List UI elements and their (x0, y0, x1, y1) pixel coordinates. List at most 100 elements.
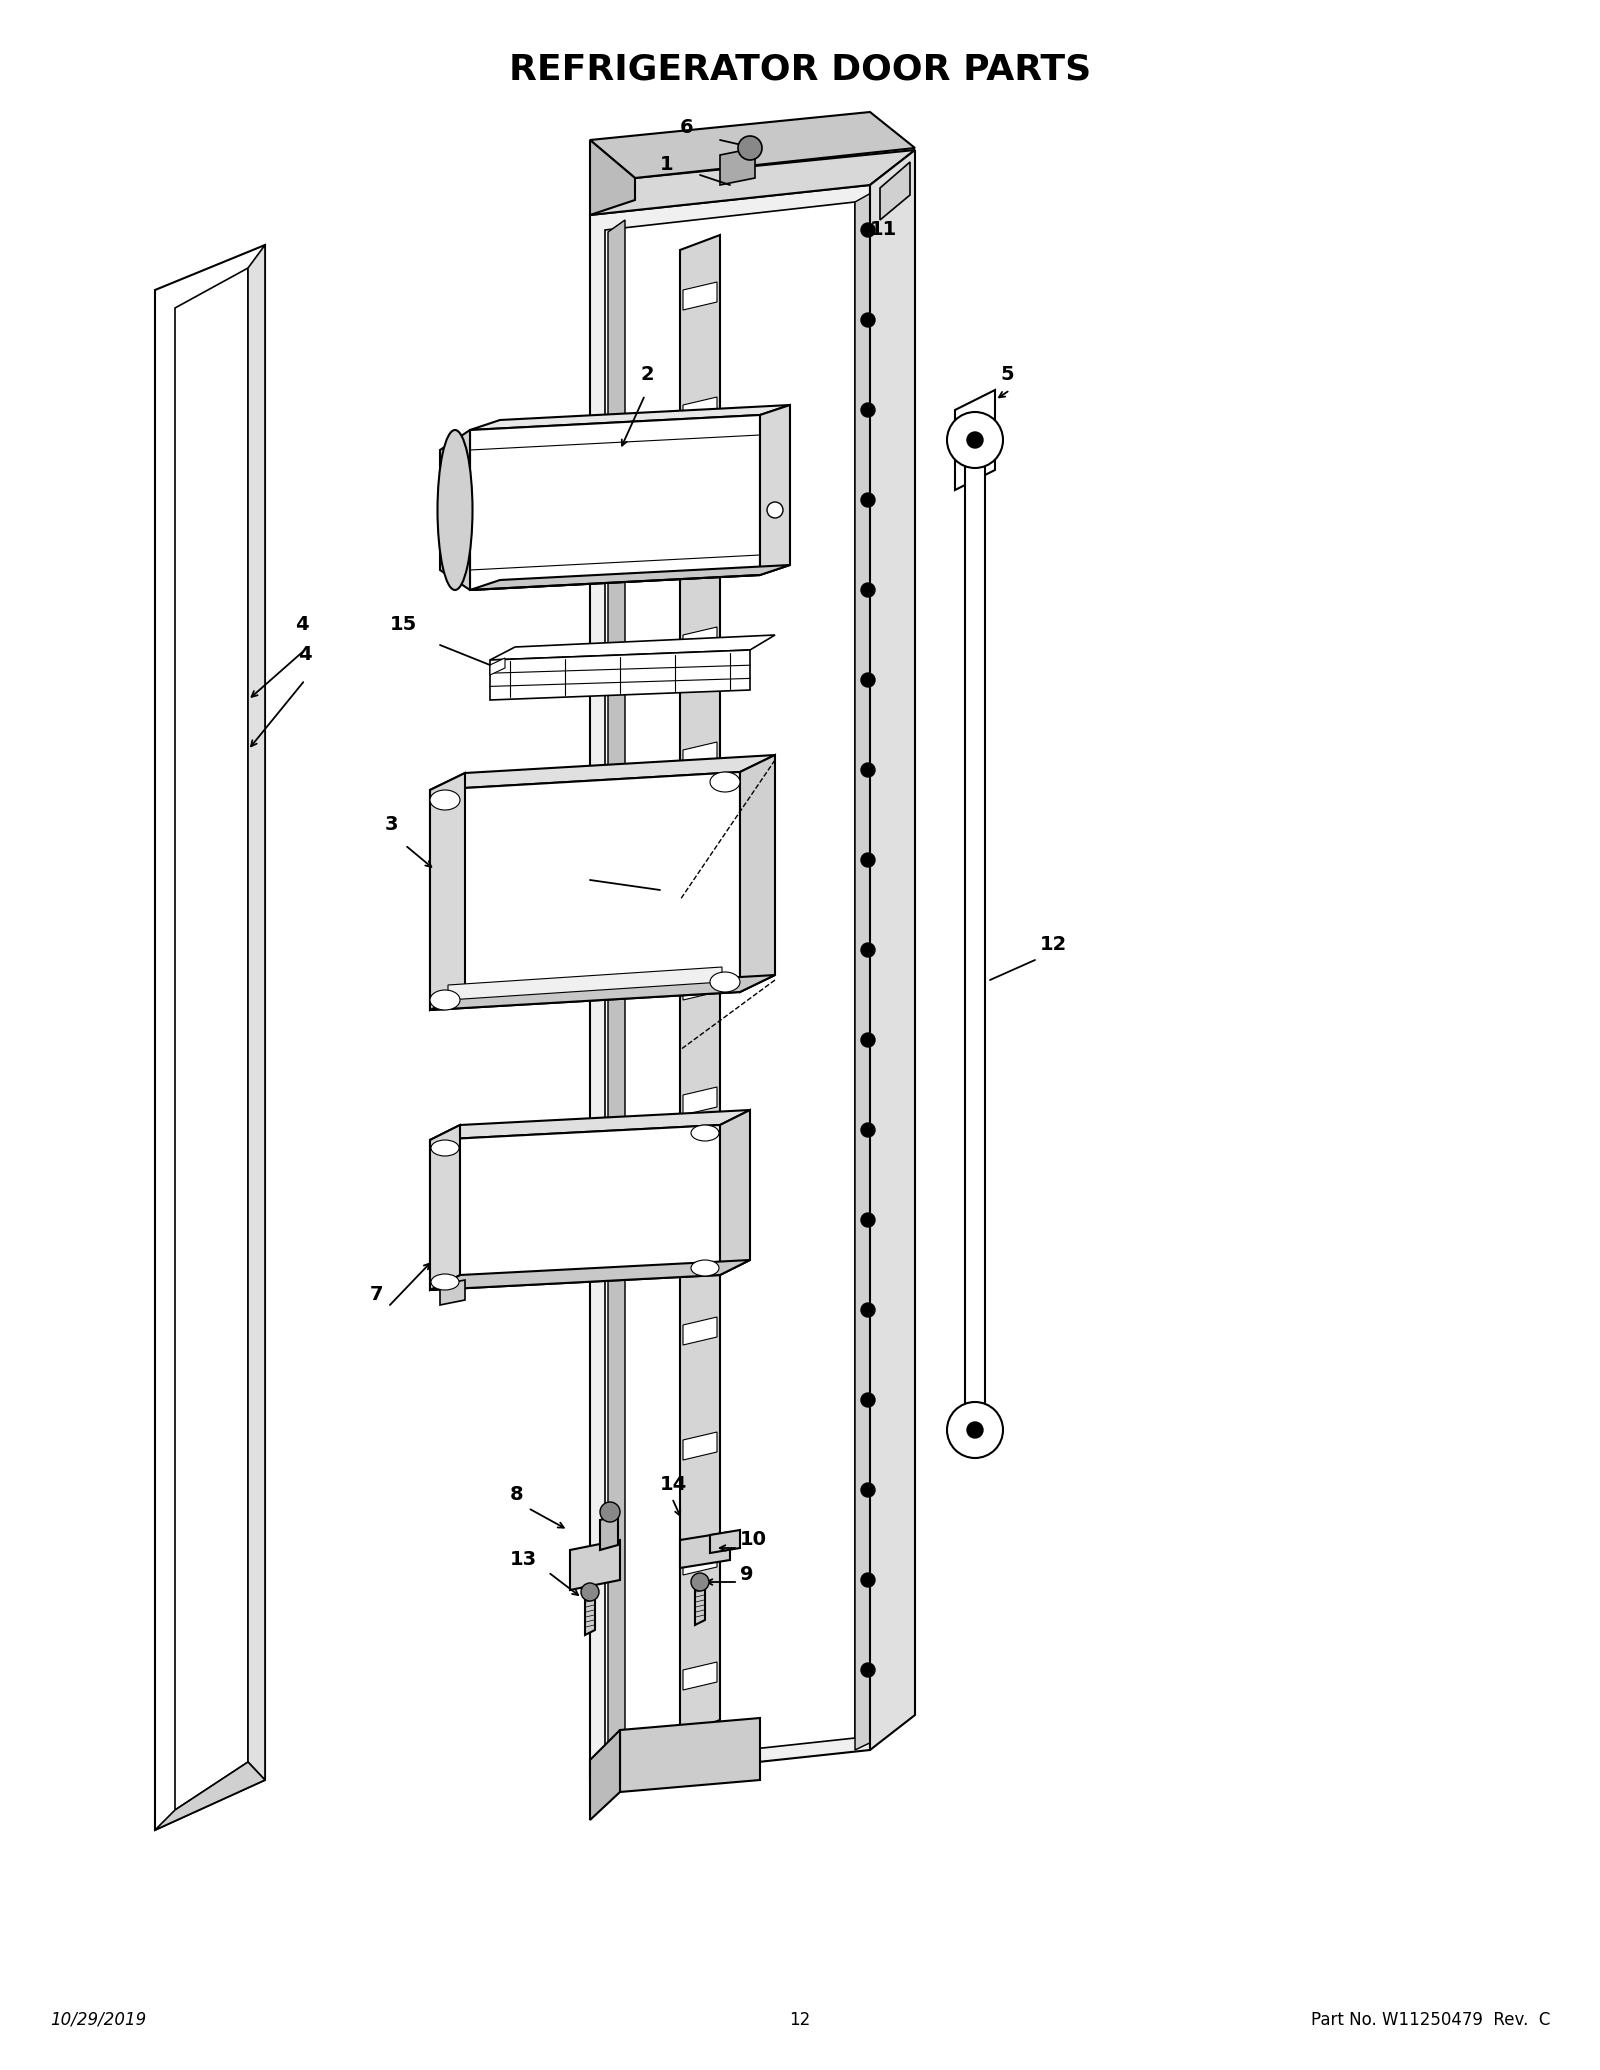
Text: 3: 3 (386, 816, 398, 834)
Polygon shape (694, 1584, 706, 1625)
Text: 5: 5 (1000, 364, 1014, 385)
Text: 12: 12 (1040, 936, 1067, 954)
Ellipse shape (430, 1273, 459, 1290)
Polygon shape (174, 267, 248, 1809)
Circle shape (861, 853, 875, 867)
Text: 2: 2 (640, 364, 654, 385)
Text: 14: 14 (661, 1476, 688, 1495)
Polygon shape (621, 1718, 760, 1793)
Polygon shape (590, 149, 915, 215)
Text: 1: 1 (661, 155, 674, 174)
Polygon shape (155, 1762, 266, 1830)
Polygon shape (586, 1594, 595, 1635)
Text: 4: 4 (298, 646, 312, 664)
Polygon shape (739, 756, 774, 992)
Text: 7: 7 (370, 1285, 384, 1304)
Polygon shape (880, 161, 910, 219)
Text: 8: 8 (510, 1484, 523, 1505)
Circle shape (966, 1422, 982, 1439)
Polygon shape (430, 1124, 461, 1290)
Polygon shape (683, 973, 717, 1000)
Text: 10/29/2019: 10/29/2019 (50, 2010, 146, 2029)
Polygon shape (854, 188, 880, 1749)
Polygon shape (683, 1662, 717, 1689)
Circle shape (600, 1503, 621, 1521)
Circle shape (691, 1573, 709, 1592)
Circle shape (861, 673, 875, 687)
Ellipse shape (437, 431, 472, 590)
Polygon shape (430, 1261, 750, 1290)
Polygon shape (870, 149, 915, 1749)
Circle shape (966, 433, 982, 447)
Circle shape (861, 1482, 875, 1497)
Polygon shape (683, 397, 717, 424)
Circle shape (861, 1573, 875, 1588)
Text: Part No. W11250479  Rev.  C: Part No. W11250479 Rev. C (1310, 2010, 1550, 2029)
Circle shape (861, 584, 875, 596)
Polygon shape (720, 1110, 750, 1275)
Ellipse shape (691, 1124, 718, 1141)
Polygon shape (683, 1317, 717, 1346)
Polygon shape (683, 511, 717, 540)
Ellipse shape (430, 791, 461, 809)
Circle shape (861, 493, 875, 507)
Polygon shape (155, 244, 266, 1830)
Polygon shape (430, 1110, 750, 1141)
Circle shape (861, 1393, 875, 1408)
Circle shape (861, 1124, 875, 1136)
Circle shape (738, 137, 762, 159)
Polygon shape (490, 635, 774, 660)
Polygon shape (680, 1532, 730, 1567)
Polygon shape (683, 857, 717, 886)
Polygon shape (470, 406, 790, 431)
Circle shape (861, 1302, 875, 1317)
Polygon shape (605, 203, 854, 1766)
Polygon shape (680, 236, 720, 1735)
Ellipse shape (430, 989, 461, 1010)
Circle shape (861, 224, 875, 236)
Circle shape (766, 503, 782, 518)
Polygon shape (955, 389, 995, 491)
Polygon shape (430, 1124, 720, 1290)
Polygon shape (448, 967, 722, 1000)
Polygon shape (490, 658, 506, 675)
Polygon shape (430, 975, 774, 1010)
Text: 11: 11 (870, 219, 898, 238)
Polygon shape (430, 772, 739, 1010)
Circle shape (861, 313, 875, 327)
Circle shape (861, 1213, 875, 1228)
Polygon shape (683, 282, 717, 310)
Text: 10: 10 (739, 1530, 766, 1548)
Ellipse shape (710, 772, 739, 793)
Polygon shape (590, 141, 635, 215)
Circle shape (581, 1584, 598, 1600)
Polygon shape (683, 1087, 717, 1116)
Circle shape (861, 1662, 875, 1677)
Polygon shape (430, 756, 774, 791)
Polygon shape (608, 219, 626, 1755)
Circle shape (947, 1401, 1003, 1457)
Polygon shape (590, 1731, 621, 1820)
Polygon shape (590, 112, 915, 178)
Polygon shape (683, 627, 717, 654)
Ellipse shape (710, 973, 739, 992)
Ellipse shape (691, 1261, 718, 1275)
Polygon shape (440, 1279, 466, 1304)
Polygon shape (570, 1540, 621, 1590)
Polygon shape (720, 147, 755, 184)
Text: 15: 15 (390, 615, 418, 633)
Circle shape (947, 412, 1003, 468)
Polygon shape (490, 650, 750, 700)
Polygon shape (430, 772, 466, 1010)
Text: 9: 9 (739, 1565, 754, 1584)
Polygon shape (470, 414, 760, 590)
Polygon shape (965, 445, 986, 1424)
Polygon shape (600, 1515, 618, 1550)
Text: 12: 12 (789, 2010, 811, 2029)
Text: 6: 6 (680, 118, 694, 137)
Polygon shape (470, 565, 790, 590)
Text: REFRIGERATOR DOOR PARTS: REFRIGERATOR DOOR PARTS (509, 54, 1091, 87)
Text: 4: 4 (294, 615, 309, 633)
Polygon shape (683, 1546, 717, 1575)
Text: 13: 13 (510, 1550, 538, 1569)
